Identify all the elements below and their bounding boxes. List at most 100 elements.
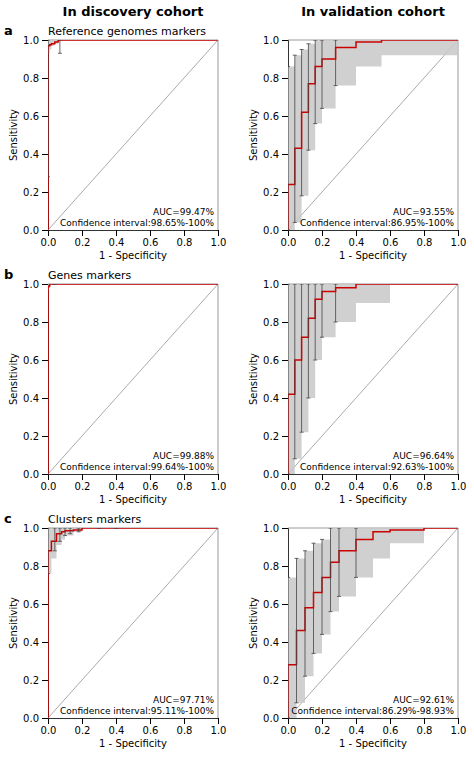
x-axis-tick-mark	[150, 230, 151, 236]
y-axis-tick-label: 0.2	[263, 187, 279, 198]
x-axis-title: 1 - Specificity	[339, 250, 407, 261]
figure: 0.00.20.40.60.81.00.00.20.40.60.81.0AUC=…	[0, 0, 474, 763]
x-axis-tick-label: 0.4	[109, 481, 125, 492]
x-axis-tick-mark	[116, 474, 117, 480]
error-bar	[288, 577, 290, 718]
y-axis-tick-label: 1.0	[263, 523, 279, 534]
x-axis-tick-label: 0.4	[109, 725, 125, 736]
x-axis-tick-mark	[116, 718, 117, 724]
x-axis-tick-label: 0.8	[177, 237, 193, 248]
x-axis-tick-mark	[218, 474, 219, 480]
frame-right	[218, 528, 219, 718]
panel-label: c	[4, 511, 12, 526]
ci-band	[48, 40, 218, 230]
x-axis-tick-label: 0.0	[41, 725, 57, 736]
error-bar	[53, 284, 57, 285]
y-axis-tick-label: 0.8	[23, 561, 39, 572]
y-axis-tick-label: 0.0	[263, 469, 279, 480]
x-axis-tick: 0.4	[349, 230, 365, 248]
error-bar	[337, 528, 341, 596]
x-axis-tick-label: 0.0	[281, 481, 297, 492]
reference-line	[48, 528, 218, 718]
y-axis-tick-mark	[282, 642, 288, 643]
x-axis-tick-label: 0.2	[75, 481, 91, 492]
roc-curve	[288, 528, 458, 718]
y-axis-tick-mark	[282, 78, 288, 79]
y-axis-tick: 0.4	[263, 393, 288, 404]
x-axis: 0.00.20.40.60.81.0	[281, 474, 467, 492]
y-axis-tick: 0.8	[23, 73, 48, 84]
x-axis-tick-mark	[458, 230, 459, 236]
y-axis-tick: 0.0	[263, 225, 288, 236]
error-bar	[313, 284, 317, 360]
y-axis-tick: 0.0	[263, 469, 288, 480]
x-axis-tick-mark	[116, 230, 117, 236]
error-bar	[306, 44, 310, 150]
y-axis-tick-label: 0.6	[263, 111, 279, 122]
x-axis-tick-mark	[424, 474, 425, 480]
panel-texts: AUC=97.71%Confidence interval:95.11%-100…	[4, 511, 214, 749]
x-axis-tick: 1.0	[211, 230, 227, 248]
x-axis-tick: 0.4	[349, 718, 365, 736]
x-axis-tick: 0.2	[75, 718, 91, 736]
x-axis-tick: 0.8	[177, 474, 193, 492]
y-axis-tick: 1.0	[263, 279, 288, 290]
error-bar	[329, 528, 333, 612]
error-bar	[320, 539, 324, 634]
x-axis: 0.00.20.40.60.81.0	[281, 230, 467, 248]
y-axis-line	[282, 41, 289, 231]
auc-annotation: AUC=92.61%Confidence interval:86.29%-98.…	[291, 695, 454, 716]
x-axis-tick-mark	[458, 474, 459, 480]
y-axis-tick-mark	[282, 436, 288, 437]
y-axis-tick-label: 0.0	[263, 225, 279, 236]
x-axis-tick: 0.8	[177, 718, 193, 736]
x-axis-line	[289, 475, 459, 481]
y-axis-title: Sensitivity	[248, 353, 259, 405]
x-axis-tick: 0.6	[383, 718, 399, 736]
error-bar	[68, 528, 72, 534]
auc-annotation-line: AUC=92.61%	[393, 695, 454, 705]
x-axis-tick: 0.2	[315, 474, 331, 492]
roc-curve	[48, 40, 218, 230]
x-axis-tick-mark	[322, 718, 323, 724]
x-axis-tick-mark	[424, 230, 425, 236]
x-axis-tick: 0.8	[417, 230, 433, 248]
x-axis-tick-mark	[150, 718, 151, 724]
auc-annotation: AUC=97.71%Confidence interval:95.11%-100…	[60, 695, 215, 716]
y-axis-tick: 0.8	[263, 317, 288, 328]
y-axis-tick-mark	[282, 474, 288, 475]
subtitle: Genes markers	[48, 269, 132, 282]
roc-curve	[48, 528, 218, 718]
x-axis-tick: 0.0	[41, 230, 57, 248]
x-axis-tick-mark	[356, 718, 357, 724]
y-axis-title: Sensitivity	[248, 597, 259, 649]
x-axis-tick-label: 0.6	[143, 481, 159, 492]
y-axis-tick: 0.4	[263, 149, 288, 160]
y-axis-line	[282, 529, 289, 719]
y-axis-tick-mark	[282, 116, 288, 117]
x-axis-line	[289, 719, 459, 725]
x-axis-tick-mark	[390, 474, 391, 480]
y-axis-tick: 0.6	[263, 355, 288, 366]
reference-line	[48, 284, 218, 474]
y-axis-tick: 0.8	[23, 317, 48, 328]
y-axis-tick: 0.2	[263, 431, 288, 442]
error-bar	[48, 40, 50, 177]
x-axis-tick-mark	[150, 474, 151, 480]
x-axis-tick: 1.0	[211, 718, 227, 736]
y-axis-tick-label: 0.6	[263, 599, 279, 610]
panel-texts: AUC=99.47%Confidence interval:98.65%-100…	[4, 23, 214, 261]
x-axis: 0.00.20.40.60.81.0	[281, 718, 467, 736]
y-axis-tick-label: 0.4	[263, 393, 279, 404]
y-axis-line	[42, 285, 49, 475]
auc-annotation-line: AUC=99.88%	[153, 451, 214, 461]
y-axis-tick-mark	[42, 230, 48, 231]
error-bar	[320, 284, 324, 337]
auc-annotation-line: Confidence interval:86.95%-100%	[300, 218, 455, 228]
x-axis-tick-mark	[322, 230, 323, 236]
plot-marks	[288, 528, 458, 718]
error-bar	[288, 284, 290, 474]
roc-curve	[48, 284, 218, 474]
panel: 0.00.20.40.60.81.00.00.20.40.60.81.0AUC=…	[4, 267, 226, 505]
y-axis-line	[42, 529, 49, 719]
